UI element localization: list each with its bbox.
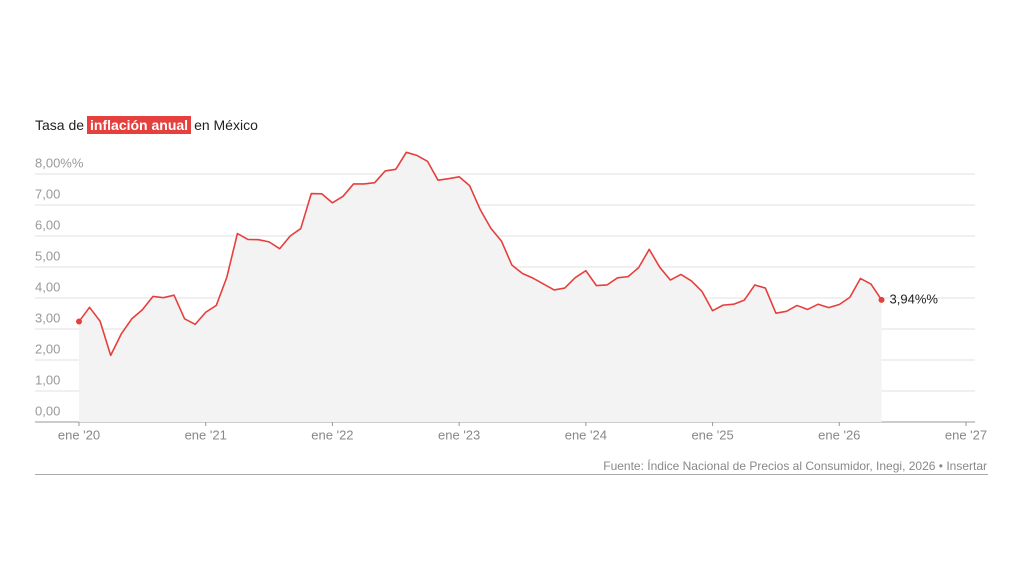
chart-title: Tasa de inflación anual en México: [35, 116, 258, 134]
y-tick-label: 3,00: [35, 310, 60, 325]
title-highlight: inflación anual: [87, 116, 192, 134]
y-tick-label: 5,00: [35, 248, 60, 263]
footer-rule: [35, 474, 988, 475]
y-tick-label: 4,00: [35, 279, 60, 294]
y-tick-label: 0,00: [35, 403, 60, 418]
source-line: Fuente: Índice Nacional de Precios al Co…: [603, 459, 987, 473]
x-tick-label: ene '22: [311, 427, 353, 442]
x-tick-label: ene '25: [691, 427, 733, 442]
embed-link[interactable]: Insertar: [946, 459, 987, 473]
x-tick-label: ene '26: [818, 427, 860, 442]
x-tick-label: ene '24: [565, 427, 607, 442]
source: Fuente: Índice Nacional de Precios al Co…: [603, 459, 936, 473]
area: [79, 152, 882, 423]
title-text: Tasa de: [35, 117, 85, 133]
y-tick-label: 2,00: [35, 341, 60, 356]
x-tick-label: ene '20: [58, 427, 100, 442]
y-tick-label: 6,00: [35, 217, 60, 232]
point: [878, 296, 885, 303]
x-tick-label: ene '21: [185, 427, 227, 442]
x-tick-label: ene '23: [438, 427, 480, 442]
y-tick-label: 7,00: [35, 186, 60, 201]
point: [76, 318, 82, 325]
value-label: 3,94%%: [890, 291, 939, 306]
y-tick-label: 8,00%%: [35, 155, 84, 170]
y-tick-label: 1,00: [35, 372, 60, 387]
x-tick-label: ene '27: [945, 427, 987, 442]
title-text: en México: [194, 117, 258, 133]
line: [78, 151, 883, 357]
